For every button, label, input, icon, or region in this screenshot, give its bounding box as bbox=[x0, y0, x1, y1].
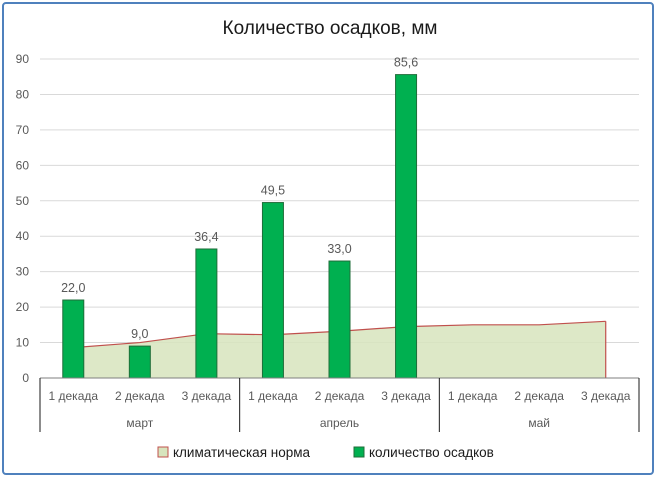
x-category-label-3: 1 декада bbox=[248, 389, 298, 403]
y-tick-label-90: 90 bbox=[16, 52, 30, 66]
data-labels: 22,0 9,0 36,4 49,5 33,0 85,6 bbox=[61, 56, 418, 342]
bar-3 bbox=[261, 202, 284, 379]
bar-0 bbox=[62, 299, 85, 379]
data-label-5: 85,6 bbox=[394, 56, 418, 70]
y-tick-label-70: 70 bbox=[16, 123, 30, 137]
x-category-label-5: 3 декада bbox=[381, 389, 431, 403]
y-tick-label-60: 60 bbox=[16, 158, 30, 172]
x-category-label-8: 3 декада bbox=[581, 389, 631, 403]
legend-swatch-precip bbox=[353, 446, 365, 458]
legend-label-norm: климатическая норма bbox=[173, 445, 311, 460]
y-tick-label-20: 20 bbox=[16, 300, 30, 314]
bar-2 bbox=[195, 248, 218, 379]
y-tick-label-0: 0 bbox=[22, 371, 29, 385]
x-group-label-1: апрель bbox=[320, 416, 359, 430]
legend-swatch-norm bbox=[157, 446, 169, 458]
chart-frame bbox=[2, 2, 654, 475]
bar-5 bbox=[395, 74, 418, 379]
legend: климатическая норма количество осадков bbox=[157, 445, 494, 460]
data-label-4: 33,0 bbox=[327, 242, 351, 256]
chart-title: Количество осадков, мм bbox=[223, 18, 438, 39]
data-label-1: 9,0 bbox=[131, 327, 148, 341]
x-category-label-0: 1 декада bbox=[49, 389, 99, 403]
y-tick-label-30: 30 bbox=[16, 265, 30, 279]
y-axis-ticks: 0 10 20 30 40 50 60 70 80 90 bbox=[16, 52, 30, 385]
x-category-label-2: 3 декада bbox=[182, 389, 232, 403]
bar-4 bbox=[328, 260, 351, 379]
y-tick-label-80: 80 bbox=[16, 87, 30, 101]
y-tick-label-10: 10 bbox=[16, 336, 30, 350]
bar-1 bbox=[128, 345, 151, 379]
x-group-label-0: март bbox=[126, 416, 153, 430]
data-label-3: 49,5 bbox=[261, 184, 285, 198]
data-label-2: 36,4 bbox=[194, 230, 218, 244]
y-tick-label-50: 50 bbox=[16, 194, 30, 208]
x-category-label-1: 2 декада bbox=[115, 389, 165, 403]
x-category-label-4: 2 декада bbox=[315, 389, 365, 403]
x-category-label-7: 2 декада bbox=[514, 389, 564, 403]
x-group-label-2: май bbox=[528, 416, 550, 430]
legend-label-precip: количество осадков bbox=[369, 445, 494, 460]
y-tick-label-40: 40 bbox=[16, 229, 30, 243]
x-category-label-6: 1 декада bbox=[448, 389, 498, 403]
data-label-0: 22,0 bbox=[61, 281, 85, 295]
x-axis: 1 декада 2 декада 3 декада 1 декада 2 декада… bbox=[39, 377, 640, 432]
